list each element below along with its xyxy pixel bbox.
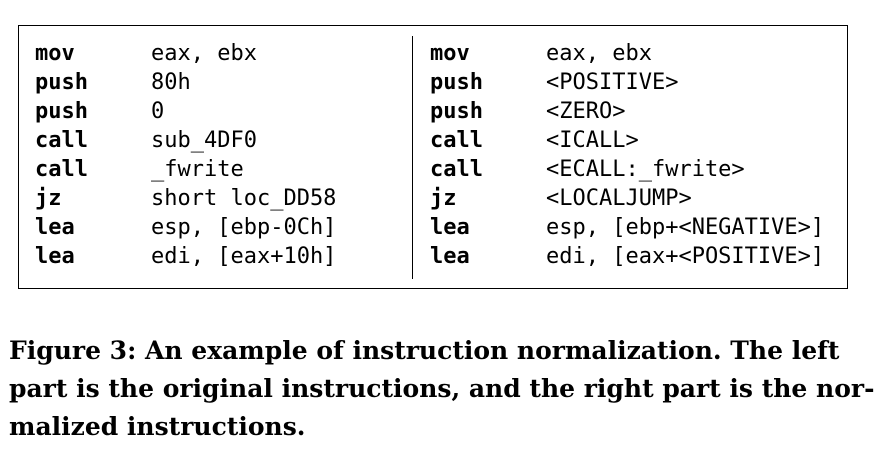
opcode: lea — [430, 244, 470, 269]
opcode: push — [430, 70, 483, 95]
opcode: mov — [35, 41, 75, 66]
instruction-line: call <ICALL> — [430, 126, 824, 155]
opcode: call — [35, 128, 88, 153]
operands: eax, ebx — [151, 41, 257, 66]
operands: <LOCALJUMP> — [546, 186, 692, 211]
operands: short loc_DD58 — [151, 186, 337, 211]
opcode: lea — [35, 244, 75, 269]
instruction-line: call _fwrite — [35, 155, 336, 184]
opcode: jz — [35, 186, 62, 211]
operands: esp, [ebp-0Ch] — [151, 215, 337, 240]
instruction-line: push <POSITIVE> — [430, 68, 824, 97]
operands: eax, ebx — [546, 41, 652, 66]
instruction-line: push 80h — [35, 68, 336, 97]
opcode: push — [35, 99, 88, 124]
instruction-line: lea esp, [ebp-0Ch] — [35, 213, 336, 242]
operands: edi, [eax+<POSITIVE>] — [546, 244, 825, 269]
opcode: call — [430, 157, 483, 182]
code-figure-box: mov eax, ebx push 80h push 0 call sub_4DF0 c… — [18, 25, 848, 289]
operands: _fwrite — [151, 157, 244, 182]
column-divider — [412, 36, 413, 279]
instruction-line: push <ZERO> — [430, 97, 824, 126]
opcode: jz — [430, 186, 457, 211]
opcode: push — [35, 70, 88, 95]
original-instructions-panel: mov eax, ebx push 80h push 0 call sub_4DF0 c… — [35, 39, 336, 271]
instruction-line: jz <LOCALJUMP> — [430, 184, 824, 213]
instruction-line: call <ECALL:_fwrite> — [430, 155, 824, 184]
instruction-line: jz short loc_DD58 — [35, 184, 336, 213]
opcode: mov — [430, 41, 470, 66]
operands: 80h — [151, 70, 191, 95]
operands: <ICALL> — [546, 128, 639, 153]
instruction-line: lea edi, [eax+10h] — [35, 242, 336, 271]
operands: 0 — [151, 99, 165, 124]
instruction-line: push 0 — [35, 97, 336, 126]
instruction-line: call sub_4DF0 — [35, 126, 336, 155]
operands: <ZERO> — [546, 99, 626, 124]
opcode: call — [35, 157, 88, 182]
opcode: lea — [430, 215, 470, 240]
instruction-line: mov eax, ebx — [430, 39, 824, 68]
operands: <POSITIVE> — [546, 70, 679, 95]
opcode: call — [430, 128, 483, 153]
operands: edi, [eax+10h] — [151, 244, 337, 269]
instruction-line: mov eax, ebx — [35, 39, 336, 68]
normalized-instructions-panel: mov eax, ebx push <POSITIVE> push <ZERO> ca… — [430, 39, 824, 271]
operands: sub_4DF0 — [151, 128, 257, 153]
figure-caption: Figure 3: An example of instruction norm… — [9, 336, 875, 441]
opcode: lea — [35, 215, 75, 240]
opcode: push — [430, 99, 483, 124]
instruction-line: lea edi, [eax+<POSITIVE>] — [430, 242, 824, 271]
instruction-line: lea esp, [ebp+<NEGATIVE>] — [430, 213, 824, 242]
operands: <ECALL:_fwrite> — [546, 157, 745, 182]
operands: esp, [ebp+<NEGATIVE>] — [546, 215, 825, 240]
